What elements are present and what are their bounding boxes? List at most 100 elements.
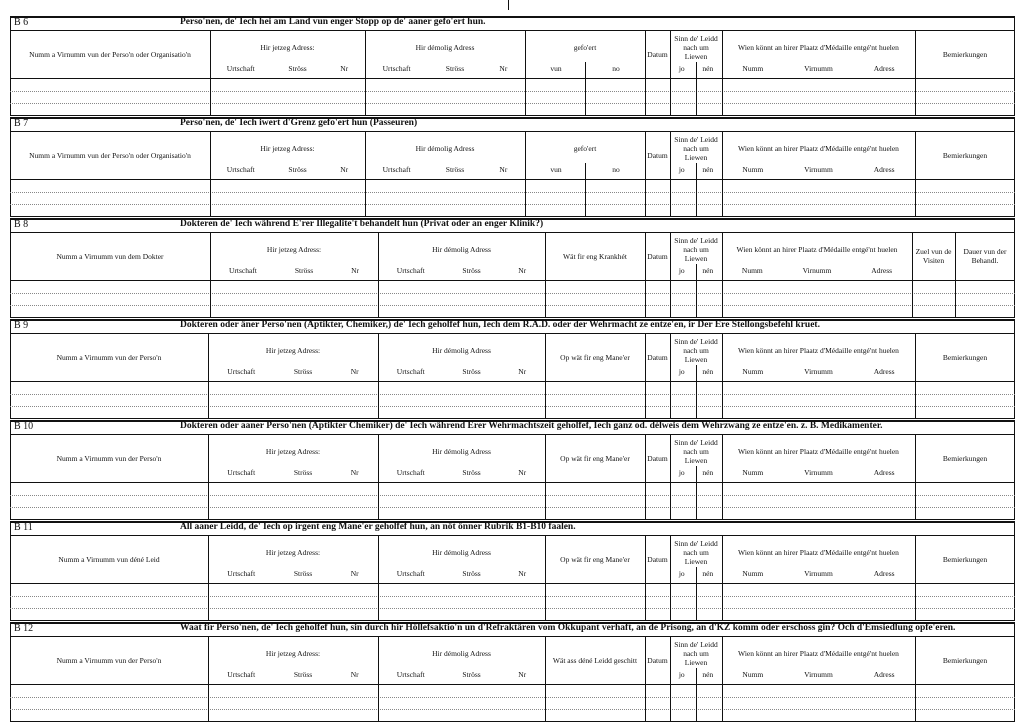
- sub-label: Nr: [350, 367, 359, 376]
- header-top-line: [10, 232, 1015, 233]
- header-top-line: [10, 535, 1015, 536]
- column-label: Datum: [647, 150, 668, 160]
- section-box: [10, 117, 1015, 217]
- sub-label: Ströss: [293, 468, 313, 477]
- sub-label: Virnumm: [804, 569, 833, 578]
- column-label: Datum: [647, 352, 668, 362]
- column-line: [378, 535, 379, 621]
- sub-label: Urtschaft: [382, 64, 411, 73]
- section-code: B 11: [14, 522, 33, 533]
- section-code: B 8: [14, 219, 29, 230]
- column-label: Wien könnt an hirer Plaatz d'Médaille en…: [738, 648, 899, 658]
- column-label: Sinn de' Leidd nach um Liewen: [674, 336, 718, 364]
- section-box: [10, 622, 1015, 722]
- sub-label: Ströss: [462, 266, 481, 275]
- sub-label: Nr: [518, 266, 527, 275]
- column-line: [645, 333, 646, 419]
- sub-label: nén: [702, 468, 714, 477]
- sub-label: Nr: [518, 367, 527, 376]
- column-label: Sinn de' Leidd nach um Liewen: [674, 437, 718, 465]
- sub-label: Ströss: [294, 266, 314, 275]
- header-top-line: [10, 434, 1015, 435]
- column-line: [208, 535, 209, 621]
- section-code: B 10: [14, 421, 34, 432]
- column-line: [722, 333, 723, 419]
- sub-label-row: Urtschaft Ströss Nr: [210, 266, 378, 278]
- sub-label-row: Urtschaft Ströss Nr: [378, 569, 545, 581]
- sub-divider: [696, 264, 697, 318]
- sub-label-row: vun no: [525, 165, 645, 177]
- sub-label-row: vun no: [525, 64, 645, 76]
- sub-label: Ströss: [462, 670, 481, 679]
- column-label: Op wät fir eng Mane'er: [560, 453, 630, 463]
- column-line: [912, 232, 913, 318]
- column-line: [525, 131, 526, 217]
- section-box: [10, 319, 1015, 419]
- column-label: Hir jetzeg Adress:: [265, 547, 321, 557]
- sub-label-row: Urtschaft Ströss Nr: [208, 367, 378, 379]
- sub-label: Nr: [499, 165, 508, 174]
- sub-label: Ströss: [288, 64, 307, 73]
- entry-line: [10, 494, 1015, 496]
- sub-label: Virnumm: [804, 468, 833, 477]
- header-top-line: [10, 131, 1015, 132]
- entry-line: [10, 393, 1015, 395]
- sub-label: jo: [678, 64, 685, 73]
- sub-label: Virnumm: [804, 64, 833, 73]
- sub-label: Urtschaft: [228, 266, 257, 275]
- column-label: Wien könnt an hirer Plaatz d'Médaille en…: [738, 345, 899, 355]
- column-line: [545, 636, 546, 722]
- sub-label: Virnumm: [804, 165, 833, 174]
- column-label: Datum: [647, 554, 668, 564]
- column-label: Datum: [647, 655, 668, 665]
- header-bottom-line: [10, 482, 1015, 483]
- sub-label-row: Numm Virnumm Adress: [722, 670, 915, 682]
- sub-label-row: Numm Virnumm Adress: [722, 569, 915, 581]
- column-line: [670, 535, 671, 621]
- section-code: B 6: [14, 17, 29, 28]
- sub-label: Ströss: [462, 468, 481, 477]
- column-label: Hir démolig Adress: [415, 42, 475, 52]
- entry-line: [10, 292, 1015, 294]
- sub-label: Adress: [873, 64, 895, 73]
- column-line: [208, 333, 209, 419]
- sub-label-row: Urtschaft Ströss Nr: [208, 670, 378, 682]
- column-label: Sinn de' Leidd nach um Liewen: [674, 33, 718, 61]
- entry-line: [10, 696, 1015, 698]
- sub-label: Adress: [873, 367, 895, 376]
- column-line: [645, 232, 646, 318]
- sub-label: Nr: [518, 670, 527, 679]
- column-label: Hir jetzeg Adress:: [265, 446, 321, 456]
- column-label: Zuel vun de Visiten: [915, 247, 952, 265]
- header-bottom-line: [10, 583, 1015, 584]
- sub-label: Ströss: [293, 670, 313, 679]
- column-label: Hir démolig Adress: [432, 648, 491, 658]
- column-label: Sinn de' Leidd nach um Liewen: [674, 639, 718, 667]
- sub-label: Urtschaft: [396, 670, 425, 679]
- column-label: Datum: [647, 49, 668, 59]
- sub-label: Numm: [742, 569, 764, 578]
- column-line: [210, 131, 211, 217]
- sub-label-row: Numm Virnumm Adress: [722, 468, 915, 480]
- sub-label: nén: [702, 569, 714, 578]
- sub-label: Nr: [350, 468, 359, 477]
- sub-label-row: Numm Virnumm Adress: [722, 367, 915, 379]
- column-label: Hir jetzeg Adress:: [266, 244, 322, 254]
- entry-line: [10, 595, 1015, 597]
- sub-label: nén: [702, 670, 714, 679]
- sub-label-row: jo nén: [670, 64, 722, 76]
- column-label: Sinn de' Leidd nach um Liewen: [674, 134, 718, 162]
- sub-label: Urtschaft: [227, 468, 256, 477]
- column-line: [670, 434, 671, 520]
- sub-divider: [696, 365, 697, 419]
- sub-label-row: Urtschaft Ströss Nr: [208, 468, 378, 480]
- sub-label: Numm: [742, 670, 764, 679]
- sub-divider: [696, 163, 697, 217]
- column-label: Numm a Virnumm vun der Perso'n: [56, 453, 162, 463]
- section-title: Dokteren oder aaner Perso'nen (Aptikter …: [180, 421, 883, 431]
- column-line: [722, 131, 723, 217]
- column-label: Datum: [647, 453, 668, 463]
- section-code: B 9: [14, 320, 29, 331]
- column-label: Wien könnt an hirer Plaatz d'Médaille en…: [738, 547, 899, 557]
